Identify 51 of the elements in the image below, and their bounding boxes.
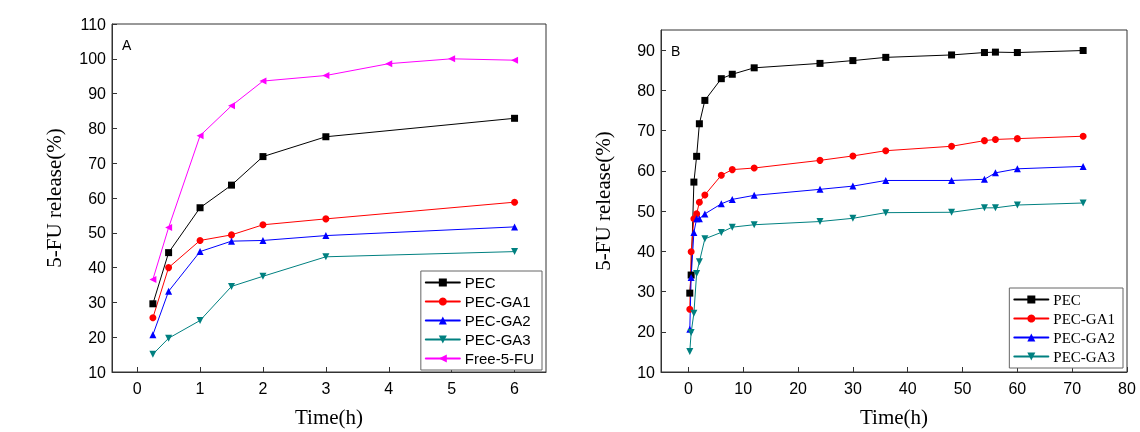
legend-label: PEC-GA3	[1053, 348, 1115, 365]
x-axis-title: Time(h)	[859, 404, 929, 429]
y-tick-label: 60	[88, 189, 107, 207]
legend-label: PEC-GA2	[464, 312, 531, 329]
legend-label: PEC-GA1	[464, 293, 531, 310]
y-tick-label: 90	[637, 41, 656, 59]
y-tick-label: 60	[637, 162, 656, 180]
x-tick-label: 60	[1008, 379, 1027, 397]
x-tick-label: 6	[510, 379, 520, 397]
y-tick-label: 50	[637, 202, 656, 220]
y-tick-label: 50	[88, 224, 107, 242]
x-axis-title: Time(h)	[294, 404, 364, 429]
y-tick-label: 70	[637, 122, 656, 140]
x-tick-label: 30	[843, 379, 862, 397]
y-tick-label: 80	[637, 81, 656, 99]
legend-label: PEC	[1053, 291, 1081, 308]
annotation: A	[122, 37, 132, 53]
y-tick-label: 80	[88, 119, 107, 137]
y-tick-label: 30	[637, 283, 656, 301]
y-tick-label: 10	[88, 363, 107, 381]
x-tick-label: 5	[447, 379, 457, 397]
y-axis-title: 5-FU release(%)	[41, 128, 66, 268]
y-tick-label: 40	[637, 242, 656, 260]
x-tick-label: 3	[321, 379, 331, 397]
x-tick-label: 10	[734, 379, 753, 397]
y-tick-label: 100	[79, 50, 107, 68]
x-tick-label: 80	[1118, 379, 1136, 397]
legend-label: PEC-GA1	[1053, 310, 1115, 327]
y-tick-label: 110	[80, 15, 107, 33]
y-tick-label: 40	[88, 259, 107, 277]
x-tick-label: 1	[195, 379, 205, 397]
x-tick-label: 70	[1063, 379, 1082, 397]
y-axis-title: 5-FU release(%)	[590, 131, 615, 271]
legend-label: PEC-GA2	[1053, 329, 1115, 346]
x-tick-label: 0	[683, 379, 693, 397]
x-tick-label: 2	[258, 379, 268, 397]
y-tick-label: 20	[637, 323, 656, 341]
x-tick-label: 20	[789, 379, 808, 397]
annotation: B	[671, 43, 681, 59]
legend-label: Free-5-FU	[464, 350, 534, 367]
y-tick-label: 10	[637, 363, 656, 381]
y-tick-label: 30	[88, 293, 107, 311]
y-tick-label: 20	[88, 328, 107, 346]
y-tick-label: 90	[88, 85, 107, 103]
y-tick-label: 70	[88, 154, 107, 172]
x-tick-label: 0	[132, 379, 142, 397]
legend-label: PEC-GA3	[464, 331, 531, 348]
x-tick-label: 50	[953, 379, 972, 397]
legend-label: PEC	[464, 274, 496, 291]
x-tick-label: 40	[898, 379, 917, 397]
x-tick-label: 4	[384, 379, 394, 397]
